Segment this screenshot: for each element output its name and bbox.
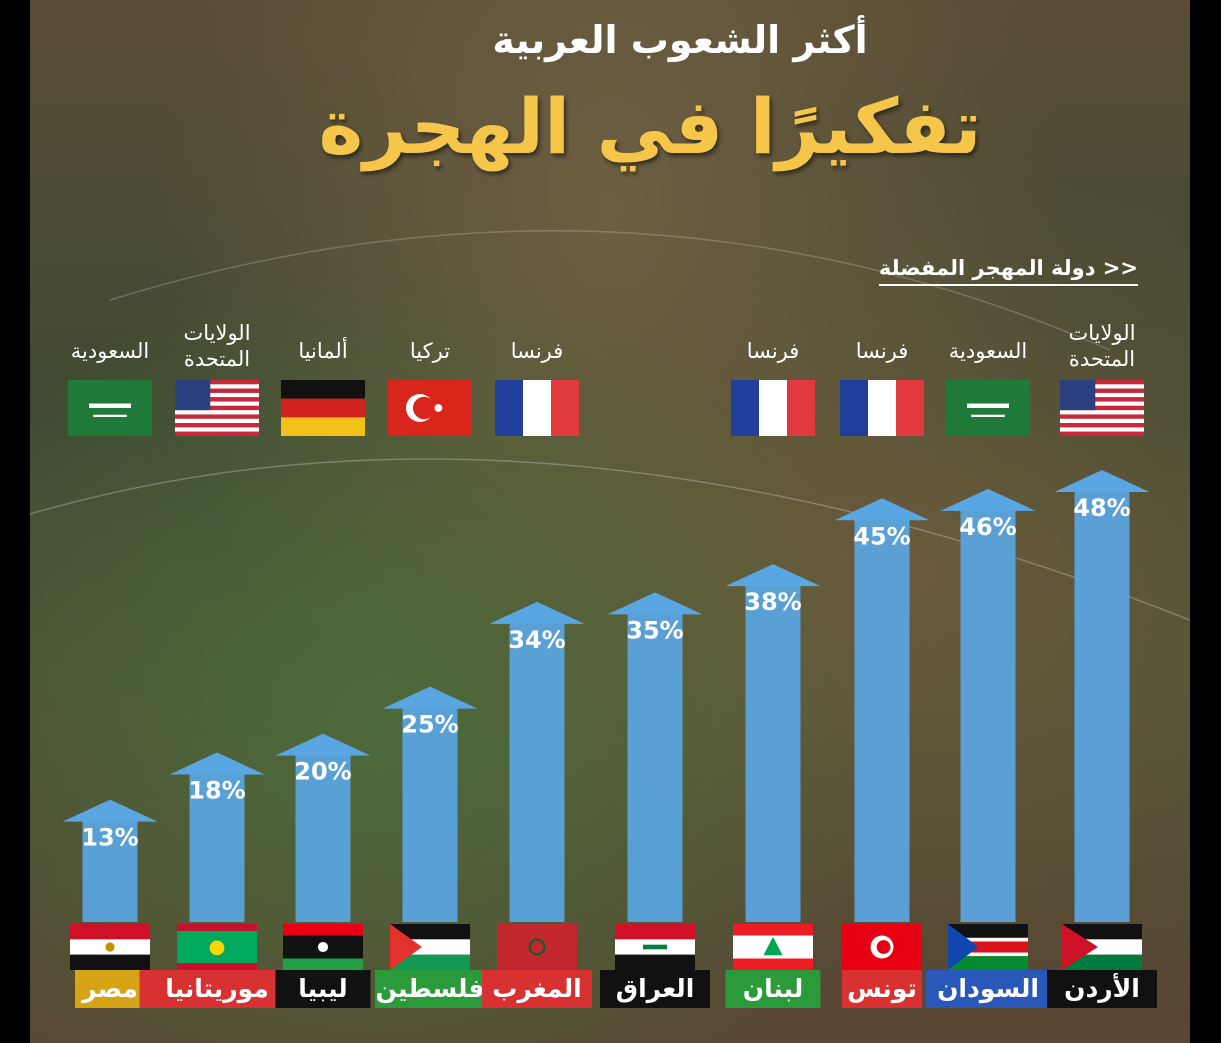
bar-arrowhead: [725, 564, 821, 587]
eg-flag-icon: [70, 924, 150, 970]
fr-flag-icon: [840, 380, 924, 436]
country-label-bg: [275, 970, 371, 1008]
value-label: 38%: [744, 588, 801, 616]
iq-flag-icon: [615, 924, 695, 970]
tr-flag-icon: [388, 380, 472, 436]
bar-arrowhead: [834, 498, 930, 521]
title-line2: تفكيرًا في الهجرة: [318, 82, 982, 171]
sa-flag-icon: [68, 380, 152, 436]
destination-label: ألمانيا: [298, 337, 347, 363]
bar-arrowhead: [940, 488, 1036, 511]
bar: [509, 619, 565, 922]
decor-arc: [109, 230, 1111, 351]
country-label-bg: [375, 970, 485, 1008]
value-label: 18%: [188, 777, 245, 805]
bar-arrowhead: [489, 601, 585, 624]
bar-arrowhead: [382, 686, 478, 709]
value-label: 48%: [1073, 494, 1130, 522]
destination-label: فرنسا: [856, 339, 909, 363]
bar: [1074, 488, 1130, 922]
bar: [82, 817, 138, 922]
mr-flag-icon: [177, 924, 257, 970]
subtitle: << دولة المهجر المفضلة: [878, 256, 1138, 286]
tn-flag-icon: [842, 924, 922, 970]
country-label-bg: [1047, 970, 1157, 1008]
country-label: المغرب: [492, 974, 582, 1004]
value-label: 34%: [508, 626, 565, 654]
fr-flag-icon: [495, 380, 579, 436]
destination-label: تركيا: [410, 339, 450, 363]
lb-flag-icon: [733, 924, 813, 970]
country-label: تونس: [847, 974, 917, 1004]
country-label: مصر: [80, 974, 138, 1004]
destination-label: السعودية: [949, 339, 1027, 363]
bar-arrowhead: [62, 799, 158, 822]
country-label-bg: [482, 970, 592, 1008]
country-label-bg: [725, 970, 821, 1008]
infographic: أكثر الشعوب العربية تفكيرًا في الهجرة <<…: [30, 0, 1190, 1043]
value-label: 46%: [959, 513, 1016, 541]
country-label-bg: [75, 970, 145, 1008]
country-label-bg: [842, 970, 922, 1008]
bar: [745, 582, 801, 922]
country-label: العراق: [616, 974, 695, 1004]
value-label: 13%: [81, 824, 138, 852]
bar-arrowhead: [1054, 470, 1150, 492]
ma-flag-icon: [497, 924, 577, 970]
country-label: الأردن: [1064, 973, 1140, 1003]
destination-label: الولايات المتحدة: [183, 321, 250, 371]
fr-flag-icon: [731, 380, 815, 436]
value-label: 35%: [626, 616, 683, 644]
bar-arrowhead: [169, 752, 265, 775]
destination-label: الولايات المتحدة: [1068, 321, 1135, 371]
bar: [960, 506, 1016, 922]
bar: [627, 610, 683, 922]
country-label: ليبيا: [298, 974, 347, 1003]
de-flag-icon: [281, 380, 365, 436]
destination-label: فرنسا: [747, 339, 800, 363]
bar: [854, 516, 910, 922]
country-label: السودان: [937, 974, 1039, 1004]
us-flag-icon: [175, 380, 259, 436]
value-label: 20%: [294, 758, 351, 786]
ly-flag-icon: [283, 924, 363, 970]
country-label: لبنان: [743, 974, 804, 1003]
us-flag-icon: [1060, 380, 1144, 436]
bar: [189, 770, 245, 922]
country-label-bg: [925, 970, 1051, 1008]
bar: [402, 704, 458, 922]
value-label: 45%: [853, 522, 910, 550]
bar: [295, 751, 351, 922]
jo-flag-icon: [1062, 924, 1142, 970]
country-label-bg: [139, 970, 295, 1008]
sd-flag-icon: [948, 924, 1028, 970]
sa-flag-icon: [946, 380, 1030, 436]
country-label: موريتانيا: [165, 974, 269, 1004]
bar-arrowhead: [275, 733, 371, 756]
value-label: 25%: [401, 711, 458, 739]
country-label: فلسطين: [375, 974, 484, 1004]
title-line1: أكثر الشعوب العربية: [492, 18, 868, 62]
ps-flag-icon: [390, 924, 470, 970]
bar-chart: 13% مصر السعودية 18% موريتانيا الولايات المتحد…: [30, 230, 1190, 1008]
bar-arrowhead: [607, 592, 703, 615]
destination-label: السعودية: [71, 339, 149, 363]
destination-label: فرنسا: [511, 339, 564, 363]
country-label-bg: [600, 970, 710, 1008]
